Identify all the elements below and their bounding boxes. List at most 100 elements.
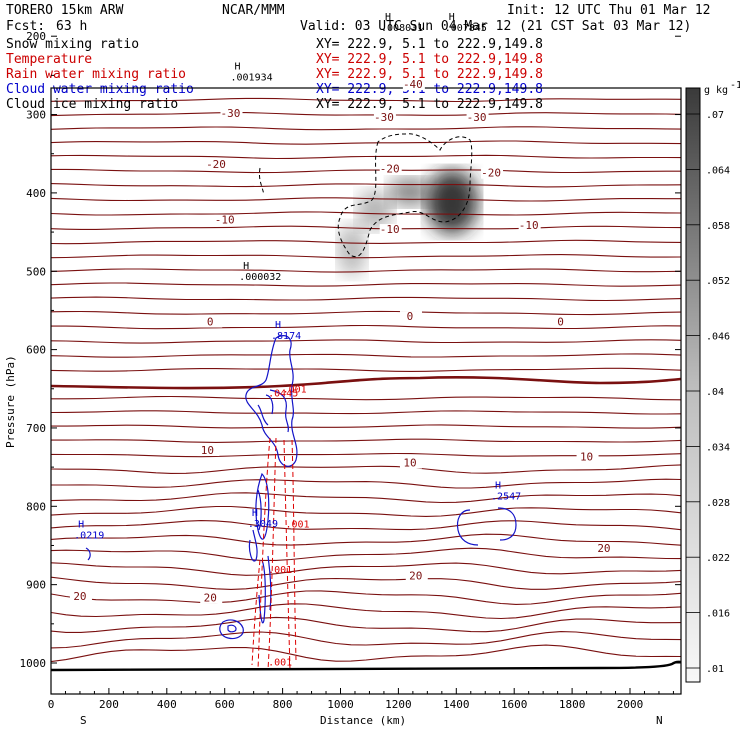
cloud-water-contours: [85, 335, 517, 640]
max-marker-h: H: [252, 508, 258, 519]
colorbar-tick-label: .04: [706, 387, 724, 398]
x-end-right: N: [656, 714, 663, 727]
field-xy-rain: XY= 222.9, 5.1 to 222.9,149.8: [316, 67, 543, 82]
field-name-cloud-water: Cloud water mixing ratio: [6, 82, 194, 97]
temperature-contour-label: 10: [403, 457, 416, 470]
temperature-contour-label: 0: [207, 316, 214, 329]
max-marker-value: .007845: [445, 23, 487, 34]
field-xy-cloud-ice: XY= 222.9, 5.1 to 222.9,149.8: [316, 97, 543, 112]
contour-label-bg: [197, 445, 220, 457]
y-tick-label: 600: [26, 344, 46, 357]
zero-isotherm: [51, 376, 681, 390]
valid-time: Valid: 03 UTC Sun 04 Mar 12 (21 CST Sat …: [300, 19, 691, 34]
x-tick-label: 1600: [501, 698, 528, 711]
x-tick-label: 200: [99, 698, 119, 711]
isotherm: [51, 576, 681, 590]
contour-label-bg: [379, 224, 402, 236]
isotherm: [51, 154, 681, 160]
isotherm: [51, 533, 681, 546]
contour-label-bg: [379, 163, 402, 175]
max-marker-value: .2547: [491, 491, 521, 502]
plot-area: [51, 88, 681, 694]
contour-label-bg: [399, 311, 422, 323]
temperature-contour-label: 10: [580, 450, 593, 463]
colorbar-tick-label: .058: [706, 221, 730, 232]
isotherm: [51, 126, 681, 131]
temperature-contour-label: -20: [380, 163, 400, 176]
x-tick-label: 1800: [559, 698, 586, 711]
isotherm: [51, 97, 681, 103]
max-marker-value: .001934: [230, 72, 272, 83]
y-tick-label: 1000: [20, 657, 47, 670]
y-tick-label: 500: [26, 265, 46, 278]
isotherm: [51, 282, 681, 287]
rain-contour-label: .0445: [268, 389, 298, 400]
field-xy-temperature: XY= 222.9, 5.1 to 222.9,149.8: [316, 52, 543, 67]
forecast-hour: 63 h: [56, 19, 87, 34]
contour-label-bg: [405, 570, 428, 582]
temperature-contour-label: -40: [403, 78, 423, 91]
isotherm: [51, 254, 681, 259]
isotherm: [51, 168, 681, 174]
max-marker-value: .3049: [248, 519, 278, 530]
max-marker-h: H: [495, 480, 501, 491]
contour-label-bg: [206, 159, 229, 171]
max-marker-value: .0219: [74, 531, 104, 542]
x-axis: 0 200 400 600 800 1000 1200 1400 1600 1800 2000: [48, 688, 674, 711]
colorbar-unit: g kg: [704, 85, 728, 96]
isotherm: [51, 438, 681, 443]
isotherm: [51, 339, 681, 344]
max-marker-h: H: [275, 320, 281, 331]
rain-contour-label: .001: [283, 385, 307, 396]
x-tick-label: 2000: [617, 698, 644, 711]
contour-label-bg: [481, 167, 504, 179]
max-marker-value: .008031: [381, 23, 423, 34]
contour-label-bg: [576, 451, 599, 463]
rain-contour-label: .001: [285, 519, 309, 530]
isotherm: [51, 410, 681, 415]
temperature-contour-label: -10: [380, 223, 400, 236]
field-name-temperature: Temperature: [6, 52, 92, 67]
colorbar-tick-label: .034: [706, 442, 730, 453]
contour-label-bg: [518, 220, 541, 232]
contour-label-bg: [550, 316, 573, 328]
y-tick-label: 300: [26, 109, 46, 122]
colorbar-tick-label: .028: [706, 498, 730, 509]
isotherm: [51, 616, 681, 633]
temperature-contour-label: 20: [73, 590, 86, 603]
y-axis-label: Pressure (hPa): [4, 355, 17, 448]
isotherm: [51, 520, 681, 531]
contour-label-bg: [373, 112, 396, 124]
isotherm: [51, 590, 681, 605]
ground-surface: [51, 660, 681, 672]
temperature-contour-label: 0: [557, 316, 564, 329]
plot-frame: [50, 87, 682, 695]
colorbar-tick-label: .016: [706, 609, 730, 620]
isotherm: [51, 310, 681, 316]
x-tick-label: 0: [48, 698, 55, 711]
forecast-label: Fcst:: [6, 19, 45, 34]
x-tick-label: 1400: [443, 698, 470, 711]
contour-label-bg: [402, 79, 425, 91]
rain-labels: .0445.001.001.001.001: [268, 385, 309, 669]
isotherm: [51, 603, 681, 620]
init-time: Init: 12 UTC Thu 01 Mar 12: [507, 3, 711, 18]
colorbar-tick-label: .064: [706, 165, 730, 176]
temperature-contours: [51, 97, 681, 663]
temperature-contour-label: -30: [374, 111, 394, 124]
contour-label-bg: [214, 214, 237, 226]
isotherm: [51, 112, 681, 117]
isotherm: [51, 225, 681, 230]
contour-label-bg: [399, 457, 422, 469]
max-markers: H.001934H.008031H.007845H.000032H.8174H.…: [74, 12, 521, 542]
y-tick-label: 800: [26, 500, 46, 513]
x-tick-label: 1000: [327, 698, 354, 711]
y-tick-label: 900: [26, 579, 46, 592]
isotherm: [51, 547, 681, 561]
max-marker-h: H: [243, 261, 249, 272]
field-xy-cloud-water: XY= 222.9, 5.1 to 222.9,149.8: [316, 82, 543, 97]
contour-label-bg: [593, 542, 616, 554]
isotherm: [51, 367, 681, 372]
max-marker-value: .000032: [239, 272, 281, 283]
